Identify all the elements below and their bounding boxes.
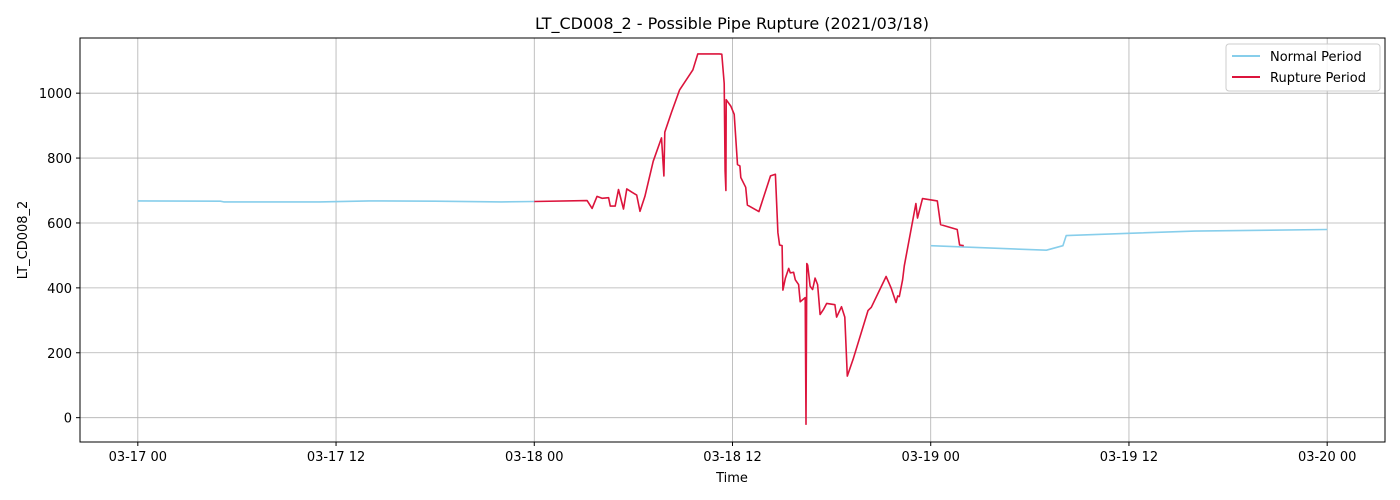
legend-label-rupture-period: Rupture Period (1270, 71, 1366, 86)
y-tick-label: 600 (47, 217, 72, 232)
y-tick-label: 800 (47, 152, 72, 167)
chart-title: LT_CD008_2 - Possible Pipe Rupture (2021… (535, 14, 929, 34)
series-line-normal-period (930, 228, 1328, 251)
y-axis-label: LT_CD008_2 (16, 201, 31, 280)
series-layer (137, 53, 1328, 426)
x-tick-label: 03-20 00 (1298, 450, 1356, 465)
x-axis-label: Time (715, 471, 748, 486)
y-tick-label: 1000 (39, 87, 72, 102)
legend: Normal Period Rupture Period (1225, 43, 1381, 92)
y-tick-label: 200 (47, 347, 72, 362)
ticks: 03-17 00 03-17 12 03-18 00 03-18 12 03-19 00… (39, 87, 1357, 465)
x-tick-label: 03-19 00 (902, 450, 960, 465)
legend-label-normal-period: Normal Period (1270, 50, 1362, 65)
x-tick-label: 03-17 00 (109, 450, 167, 465)
grid (80, 38, 1385, 442)
series-line-rupture-period (534, 53, 964, 426)
x-tick-label: 03-19 12 (1100, 450, 1158, 465)
x-tick-label: 03-18 00 (505, 450, 563, 465)
x-tick-label: 03-17 12 (307, 450, 365, 465)
x-tick-label: 03-18 12 (703, 450, 761, 465)
legend-box (1225, 43, 1381, 92)
y-tick-label: 400 (47, 282, 72, 297)
series-line-normal-period (137, 200, 535, 203)
y-tick-label: 0 (64, 412, 72, 427)
